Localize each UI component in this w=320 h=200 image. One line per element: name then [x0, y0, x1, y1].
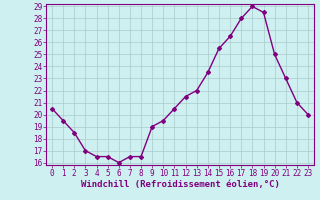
X-axis label: Windchill (Refroidissement éolien,°C): Windchill (Refroidissement éolien,°C)	[81, 180, 279, 189]
